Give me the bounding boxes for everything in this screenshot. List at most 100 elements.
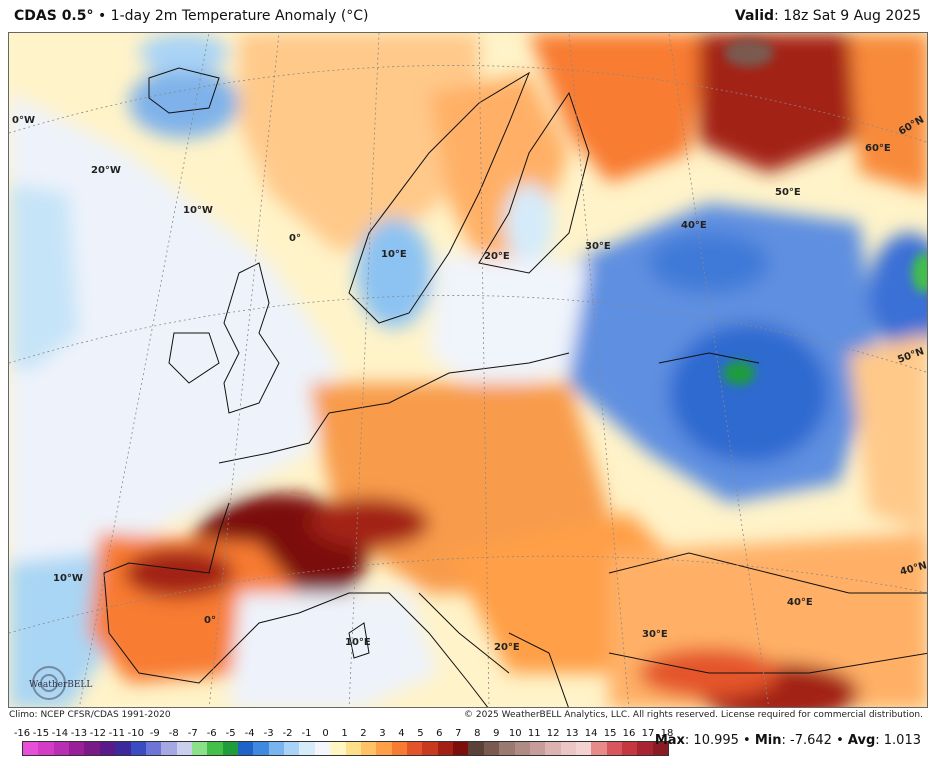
colorbar-tick-label: -6	[206, 728, 217, 739]
colorbar-tick-label: -9	[149, 728, 160, 739]
grid-label-7: 40°E	[681, 220, 707, 231]
stats-sep-1: •	[738, 733, 755, 748]
grid-label-18: 10°W	[53, 573, 83, 584]
colorbar-swatch	[606, 742, 623, 755]
grid-label-0: 0°W	[12, 115, 35, 126]
colorbar-tick-label: 7	[455, 728, 462, 739]
climo-note: Climo: NCEP CFSR/CDAS 1991-2020	[9, 710, 171, 720]
grid-label-13: 40°E	[787, 597, 813, 608]
colorbar-swatch	[23, 742, 39, 755]
colorbar-tick-label: -16	[13, 728, 31, 739]
colorbar-swatch	[99, 742, 116, 755]
colorbar-swatch	[207, 742, 223, 755]
grid-label-5: 20°E	[484, 251, 510, 262]
colorbar-tick-label: -3	[263, 728, 274, 739]
colorbar-tick-label: -12	[89, 728, 107, 739]
colorbar-tick-label: 9	[493, 728, 500, 739]
colorbar-tick-label: -11	[108, 728, 126, 739]
colorbar-swatch	[191, 742, 208, 755]
anomaly-field	[9, 33, 927, 707]
colorbar-tick-label: -15	[32, 728, 50, 739]
colorbar-swatch	[422, 742, 438, 755]
valid-time: Valid: 18z Sat 9 Aug 2025	[735, 8, 921, 24]
colorbar-tick-label: 5	[417, 728, 424, 739]
weatherbell-logo: WeatherBELL	[29, 666, 92, 700]
colorbar-swatch	[560, 742, 576, 755]
colorbar-tick-label: 17	[641, 728, 655, 739]
colorbar-swatch	[406, 742, 423, 755]
model-name: CDAS 0.5°	[14, 8, 94, 24]
colorbar-tick-label: 3	[379, 728, 386, 739]
grid-label-6: 30°E	[585, 241, 611, 252]
colorbar-tick-label: -14	[51, 728, 69, 739]
copyright-note: © 2025 WeatherBELL Analytics, LLC. All r…	[464, 710, 923, 720]
colorbar-swatch	[575, 742, 592, 755]
grid-label-3: 0°	[289, 233, 301, 244]
colorbar-tick-label: 16	[622, 728, 636, 739]
colorbar-swatch	[268, 742, 285, 755]
colorbar-tick-label: -5	[225, 728, 236, 739]
colorbar-tick-label: 10	[508, 728, 522, 739]
colorbar-swatch	[314, 742, 331, 755]
max-label: Max	[654, 733, 685, 748]
header: CDAS 0.5° • 1-day 2m Temperature Anomaly…	[0, 0, 935, 32]
colorbar-tick-label: -13	[70, 728, 88, 739]
title-separator: •	[93, 8, 111, 24]
colorbar-tick-label: -4	[244, 728, 255, 739]
colorbar-tick-label: -10	[127, 728, 144, 739]
stats-summary: Max: 10.995 • Min: -7.642 • Avg: 1.013	[655, 733, 921, 748]
colorbar	[22, 741, 669, 756]
colorbar-swatch	[69, 742, 85, 755]
colorbar-tick-label: -1	[301, 728, 312, 739]
anomaly-map: 0°W 20°W 10°W 0° 10°E 20°E 30°E 40°E 50°…	[8, 32, 928, 708]
colorbar-swatch	[360, 742, 377, 755]
colorbar-swatch	[84, 742, 100, 755]
colorbar-tick-label: 12	[546, 728, 560, 739]
colorbar-swatch	[637, 742, 653, 755]
colorbar-tick-label: -8	[168, 728, 179, 739]
colorbar-tick-label: 6	[436, 728, 443, 739]
colorbar-swatch	[545, 742, 561, 755]
colorbar-swatch	[330, 742, 346, 755]
avg-value: : 1.013	[875, 733, 921, 748]
colorbar-tick-label: 15	[603, 728, 617, 739]
grid-label-16: 10°E	[345, 637, 371, 648]
colorbar-swatch	[453, 742, 469, 755]
max-value: : 10.995	[684, 733, 739, 748]
stats-sep-2: •	[831, 733, 848, 748]
valid-time-value: : 18z Sat 9 Aug 2025	[774, 8, 921, 24]
avg-label: Avg	[847, 733, 876, 748]
colorbar-swatch	[130, 742, 146, 755]
colorbar-swatch	[145, 742, 162, 755]
colorbar-swatch	[499, 742, 515, 755]
colorbar-swatch	[115, 742, 131, 755]
colorbar-swatch	[652, 742, 669, 755]
grid-label-9: 60°E	[865, 143, 891, 154]
colorbar-tick-label: 8	[474, 728, 481, 739]
colorbar-swatch	[38, 742, 54, 755]
colorbar-swatch	[591, 742, 607, 755]
colorbar-swatch	[468, 742, 484, 755]
valid-label: Valid	[734, 8, 775, 24]
min-value: : -7.642	[781, 733, 832, 748]
colorbar-swatch	[284, 742, 300, 755]
colorbar-swatch	[299, 742, 315, 755]
colorbar-swatch	[222, 742, 239, 755]
graticule	[9, 33, 927, 707]
grid-label-2: 10°W	[183, 205, 213, 216]
colorbar-swatch	[253, 742, 269, 755]
colorbar-swatch	[529, 742, 546, 755]
colorbar-swatch	[391, 742, 407, 755]
colorbar-tick-label: 14	[584, 728, 598, 739]
map-canvas: 0°W 20°W 10°W 0° 10°E 20°E 30°E 40°E 50°…	[9, 33, 927, 707]
colorbar-tick-label: -7	[187, 728, 198, 739]
colorbar-tick-label: 2	[360, 728, 367, 739]
coastlines	[103, 67, 927, 707]
colorbar-swatch	[161, 742, 177, 755]
colorbar-tick-label: 1	[341, 728, 348, 739]
colorbar-swatch	[376, 742, 392, 755]
colorbar-swatch	[53, 742, 70, 755]
colorbar-tick-label: -2	[282, 728, 293, 739]
colorbar-tick-label: 0	[322, 728, 329, 739]
grid-label-1: 20°W	[91, 165, 121, 176]
